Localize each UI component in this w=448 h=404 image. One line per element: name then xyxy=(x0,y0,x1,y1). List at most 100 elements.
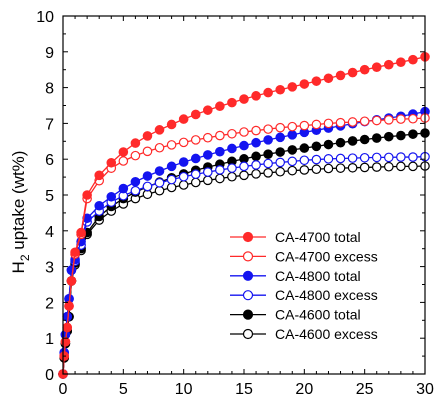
data-point xyxy=(275,122,285,133)
data-point xyxy=(263,158,273,169)
y-axis-label-subscript: 2 xyxy=(18,254,32,261)
data-point xyxy=(251,137,261,148)
data-point xyxy=(371,152,382,163)
data-point xyxy=(287,82,298,92)
data-point xyxy=(323,73,334,84)
data-point xyxy=(383,131,394,142)
data-point xyxy=(347,117,358,127)
data-point xyxy=(154,185,165,196)
y-tick-label: 7 xyxy=(45,116,54,133)
data-point xyxy=(227,97,237,108)
data-point xyxy=(347,67,358,78)
data-point xyxy=(142,146,153,157)
y-tick-label: 5 xyxy=(45,188,54,205)
data-point xyxy=(275,147,285,157)
x-tick-label: 0 xyxy=(59,381,68,398)
data-point xyxy=(299,143,310,153)
series-line xyxy=(62,165,426,375)
legend-item: CA-4800 excess xyxy=(230,287,378,303)
data-point xyxy=(154,166,165,176)
data-point xyxy=(335,137,346,148)
data-point xyxy=(239,161,249,172)
data-point xyxy=(190,177,201,188)
data-point xyxy=(311,164,322,175)
data-point xyxy=(287,121,298,132)
y-tick-label: 4 xyxy=(45,224,54,241)
data-point xyxy=(263,87,273,98)
series-ca-4800-excess xyxy=(58,151,430,379)
data-point xyxy=(154,125,165,135)
data-point xyxy=(311,154,322,165)
data-point xyxy=(275,132,285,143)
data-point xyxy=(64,301,74,311)
y-tick-label: 8 xyxy=(45,81,54,98)
y-axis-label-rest: uptake (wt%) xyxy=(9,151,28,255)
y-tick-label: 3 xyxy=(45,260,54,277)
data-point xyxy=(299,165,310,175)
data-point xyxy=(190,169,201,180)
series-layer xyxy=(58,52,430,379)
data-point xyxy=(215,173,225,184)
data-point xyxy=(371,62,382,72)
data-point xyxy=(335,153,346,164)
data-point xyxy=(239,170,249,181)
data-point xyxy=(335,70,346,81)
data-point xyxy=(359,116,370,127)
data-point xyxy=(251,91,261,101)
data-point xyxy=(178,171,189,182)
data-point xyxy=(178,157,189,167)
data-point xyxy=(311,141,322,152)
data-point xyxy=(154,142,165,153)
legend-label: CA-4800 total xyxy=(275,268,361,284)
data-point xyxy=(323,139,334,150)
y-axis-label: H2 uptake (wt%) xyxy=(9,151,32,274)
legend-swatch-marker xyxy=(242,270,254,281)
data-point xyxy=(142,181,153,192)
data-point xyxy=(106,191,117,202)
data-point xyxy=(227,143,237,154)
legend-label: CA-4700 excess xyxy=(275,248,378,264)
data-point xyxy=(190,135,201,145)
data-point xyxy=(359,162,370,173)
data-point xyxy=(396,152,406,162)
data-point xyxy=(130,150,141,161)
data-point xyxy=(227,128,237,139)
data-point xyxy=(347,136,358,146)
y-tick-label: 6 xyxy=(45,152,54,169)
data-point xyxy=(94,200,104,211)
data-point xyxy=(166,140,177,150)
x-tick-label: 20 xyxy=(295,381,313,398)
legend-swatch-marker xyxy=(242,251,254,262)
data-point xyxy=(142,171,153,181)
data-point xyxy=(335,163,346,173)
legend-swatch-marker xyxy=(242,328,254,340)
data-point xyxy=(359,152,370,163)
tick-layer: 0 1 2 3 4 5 6 7 8 9 10 0 5 10 15 20 25 30 xyxy=(36,9,434,398)
legend: CA-4700 total CA-4700 excess CA-4800 total… xyxy=(230,229,378,342)
data-point xyxy=(408,129,418,139)
data-point xyxy=(118,147,129,157)
data-point xyxy=(130,185,141,196)
data-point xyxy=(371,115,382,126)
data-point xyxy=(287,130,298,140)
data-point xyxy=(70,247,80,258)
data-point xyxy=(203,150,213,160)
data-point xyxy=(287,156,298,167)
data-point xyxy=(166,161,177,172)
y-tick-label: 0 xyxy=(45,367,54,384)
data-point xyxy=(263,149,273,159)
data-point xyxy=(347,153,358,163)
data-point xyxy=(203,175,213,186)
data-point xyxy=(383,161,394,172)
data-point xyxy=(251,169,261,179)
legend-label: CA-4700 total xyxy=(275,229,361,245)
x-tick-label: 5 xyxy=(119,381,128,398)
legend-item: CA-4700 total xyxy=(230,229,361,245)
data-point xyxy=(142,131,153,141)
x-tick-label: 25 xyxy=(356,381,374,398)
data-point xyxy=(408,54,418,65)
data-point xyxy=(396,57,406,67)
data-point xyxy=(227,163,237,173)
data-point xyxy=(275,157,285,168)
data-point xyxy=(359,134,370,145)
